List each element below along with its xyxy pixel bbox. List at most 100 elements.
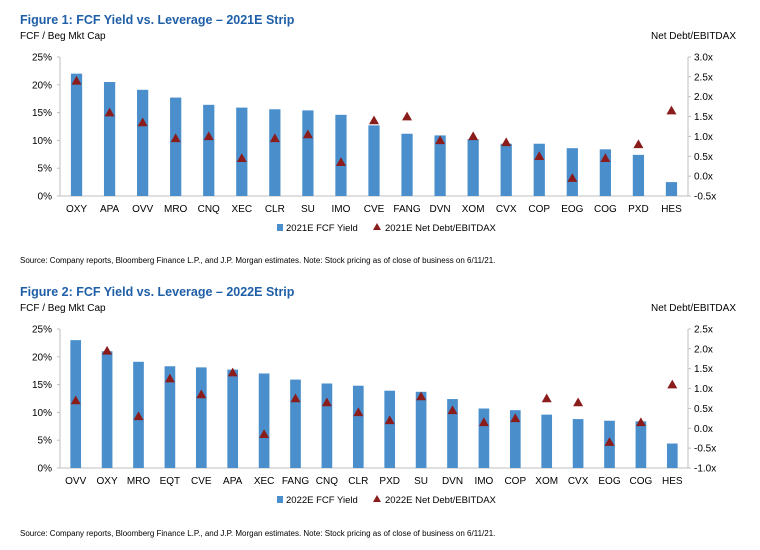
leverage-marker <box>402 111 413 121</box>
bar <box>203 104 215 196</box>
bar <box>478 408 490 468</box>
leverage-marker <box>133 411 144 421</box>
right-tick-label: 0.0x <box>694 172 713 183</box>
category-label: XEC <box>254 476 275 487</box>
leverage-marker <box>137 117 148 127</box>
right-tick-label: 1.5x <box>694 364 713 375</box>
bar <box>384 390 396 468</box>
bar <box>434 135 446 196</box>
leverage-marker <box>269 133 280 143</box>
legend-marker-swatch <box>373 223 381 230</box>
figure-1-left-axis-label: FCF / Beg Mkt Cap <box>20 31 106 42</box>
category-label: OXY <box>66 204 87 215</box>
category-label: COP <box>504 476 526 487</box>
leverage-marker <box>510 413 521 423</box>
category-label: CVE <box>191 476 212 487</box>
bar <box>164 366 176 468</box>
left-tick-label: 20% <box>32 80 52 91</box>
leverage-marker <box>71 75 82 85</box>
left-tick-label: 15% <box>32 108 52 119</box>
category-label: IMO <box>332 204 351 215</box>
leverage-marker <box>335 157 346 166</box>
category-label: IMO <box>474 476 493 487</box>
bar <box>509 410 521 468</box>
figure-2-source: Source: Company reports, Bloomberg Finan… <box>20 529 496 538</box>
right-tick-label: 1.0x <box>694 384 713 395</box>
leverage-marker <box>633 139 644 149</box>
category-label: COP <box>528 204 550 215</box>
figure-1-source: Source: Company reports, Bloomberg Finan… <box>20 256 496 265</box>
right-tick-label: -0.5x <box>694 192 716 203</box>
category-label: CVE <box>364 204 385 215</box>
bar <box>101 351 113 468</box>
legend-bar-label: 2022E FCF Yield <box>286 495 358 506</box>
bar <box>352 385 364 468</box>
bar <box>195 367 207 468</box>
category-label: CVX <box>496 204 517 215</box>
figure-1-right-axis-label: Net Debt/EBITDAX <box>650 31 736 42</box>
leverage-marker <box>290 393 301 403</box>
category-label: XOM <box>462 204 485 215</box>
category-label: SU <box>414 476 428 487</box>
bar <box>227 369 239 468</box>
leverage-marker <box>567 173 578 182</box>
left-tick-label: 20% <box>32 352 52 363</box>
left-tick-label: 25% <box>32 325 52 336</box>
bar <box>599 149 611 196</box>
category-label: COG <box>630 476 653 487</box>
category-label: OXY <box>97 476 118 487</box>
bar <box>401 133 413 196</box>
category-label: XOM <box>535 476 558 487</box>
leverage-marker <box>600 153 611 163</box>
bar <box>290 379 301 468</box>
bar <box>415 391 427 468</box>
left-tick-label: 5% <box>38 164 53 175</box>
figure-2-chart: 0% 5% 10% 15% 20% 25% -1.0x -0.5x 0.0x 0.5x 1.0x 1.… <box>32 325 716 507</box>
category-label: OVV <box>132 204 153 215</box>
category-label: DVN <box>442 476 463 487</box>
figure-1-chart: 0% 5% 10% 15% 20% 25% -0.5x 0.0x 0.5x 1.0x 1.5x 2.0… <box>32 53 716 235</box>
right-tick-label: 0.0x <box>694 424 713 435</box>
leverage-marker <box>170 133 181 143</box>
leverage-marker <box>534 151 545 161</box>
category-label: CLR <box>348 476 368 487</box>
bar <box>103 82 116 196</box>
bar <box>258 373 270 468</box>
category-label: HES <box>661 204 682 215</box>
right-tick-label: 2.5x <box>694 72 713 83</box>
leverage-marker <box>259 429 270 438</box>
category-label: PXD <box>628 204 649 215</box>
leverage-marker <box>478 417 489 427</box>
leverage-marker <box>104 107 115 117</box>
leverage-marker <box>227 367 238 377</box>
right-tick-label: 0.5x <box>694 404 713 415</box>
category-label: MRO <box>164 204 188 215</box>
bar <box>70 73 83 196</box>
leverage-marker <box>236 153 247 163</box>
figure-1-title: Figure 1: FCF Yield vs. Leverage – 2021E… <box>20 13 295 27</box>
leverage-marker <box>164 373 175 383</box>
leverage-marker <box>635 417 646 427</box>
leverage-marker <box>196 389 207 399</box>
legend-bar-label: 2021E FCF Yield <box>286 223 358 234</box>
leverage-marker <box>573 397 584 407</box>
right-tick-label: 0.5x <box>694 152 713 163</box>
category-label: CVX <box>568 476 589 487</box>
bar <box>566 148 578 196</box>
leverage-marker <box>468 131 479 141</box>
category-label: COG <box>594 204 617 215</box>
leverage-marker <box>435 135 446 145</box>
leverage-marker <box>369 115 379 125</box>
category-label: MRO <box>127 476 151 487</box>
right-tick-label: -0.5x <box>694 444 716 455</box>
bar <box>500 143 512 196</box>
left-tick-label: 0% <box>38 192 53 203</box>
bar <box>665 182 678 196</box>
leverage-marker <box>384 415 395 425</box>
category-label: CNQ <box>316 476 338 487</box>
bar <box>666 443 678 468</box>
leverage-marker <box>604 437 615 446</box>
category-label: DVN <box>430 204 451 215</box>
bar <box>368 125 380 196</box>
bar <box>236 107 248 196</box>
